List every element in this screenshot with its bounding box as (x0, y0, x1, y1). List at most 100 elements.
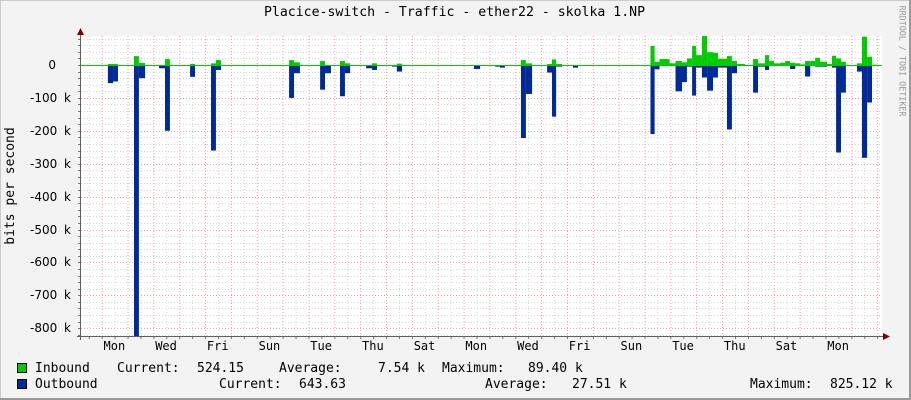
inbound-bar (692, 45, 696, 65)
outbound-bar (861, 65, 868, 158)
inbound-bar (525, 63, 533, 65)
outbound-bar (165, 65, 170, 131)
outbound-bar (159, 65, 166, 69)
outbound-bar (713, 65, 718, 78)
x-tick-label: Sat (413, 339, 436, 353)
inbound-bar (396, 63, 403, 65)
outbound-bar (372, 65, 377, 70)
inbound-bar (867, 56, 873, 65)
y-tick-label: -200 k (30, 123, 71, 138)
inbound-label: Inbound (35, 361, 90, 376)
inbound-average-value: 7.54 k (378, 361, 425, 376)
inbound-bar (713, 52, 718, 65)
inbound-bar (827, 64, 832, 65)
inbound-bar (769, 61, 775, 65)
y-tick-label: -600 k (30, 255, 71, 270)
inbound-bar (758, 63, 765, 65)
inbound-bar (790, 62, 796, 65)
outbound-color-swatch-icon (17, 379, 27, 389)
inbound-bar (138, 63, 146, 65)
inbound-bar (675, 61, 683, 65)
inbound-maximum-label: Maximum: (442, 361, 505, 376)
inbound-current-label: Current: (117, 361, 180, 376)
inbound-bar (857, 63, 862, 65)
outbound-bar (366, 65, 373, 69)
frame-border-top (0, 0, 911, 1)
outbound-average-value: 27.51 k (572, 377, 627, 392)
x-tick-label: Sat (775, 339, 798, 353)
inbound-bar (774, 63, 781, 65)
inbound-bar (669, 63, 676, 65)
outbound-bar (836, 65, 841, 153)
inbound-bar (686, 58, 693, 65)
inbound-bar (726, 56, 732, 65)
outbound-bar (525, 65, 533, 94)
outbound-bar (692, 65, 696, 96)
inbound-bar (805, 61, 811, 65)
outbound-bar (805, 65, 811, 77)
inbound-bar (165, 59, 170, 65)
inbound-bar (695, 55, 702, 65)
inbound-bar (650, 45, 655, 65)
outbound-bar (551, 65, 557, 117)
x-tick-label: Tue (672, 339, 694, 353)
inbound-bar (289, 60, 295, 65)
x-tick-label: Wed (517, 339, 539, 353)
outbound-current-label: Current: (219, 377, 282, 392)
x-tick-label: Sun (258, 339, 281, 353)
inbound-bar (764, 55, 770, 65)
outbound-bar (831, 65, 837, 68)
outbound-maximum-label: Maximum: (750, 377, 813, 392)
outbound-bar (344, 65, 351, 74)
outbound-bar (753, 65, 759, 93)
outbound-bar (211, 65, 216, 151)
outbound-bar (325, 65, 331, 74)
outbound-bar (520, 65, 526, 139)
x-tick-label: Thu (723, 339, 746, 353)
inbound-bar (810, 61, 816, 65)
frame-border-right (909, 0, 911, 400)
outbound-bar (500, 65, 505, 68)
inbound-bar (840, 61, 846, 65)
inbound-maximum-value: 89.40 k (528, 361, 583, 376)
inbound-bar (190, 64, 195, 65)
inbound-color-swatch-icon (17, 363, 27, 373)
inbound-bar (820, 61, 828, 65)
inbound-bar (372, 63, 377, 65)
outbound-bar (701, 65, 708, 78)
inbound-bar (133, 56, 139, 65)
outbound-bar (682, 65, 687, 83)
inbound-bar (717, 58, 727, 65)
inbound-bar (344, 63, 351, 65)
outbound-bar (572, 65, 579, 68)
outbound-bar (840, 65, 846, 93)
y-tick-label: -400 k (30, 189, 71, 204)
y-tick-label: -300 k (30, 156, 71, 171)
inbound-current-value: 524.15 (197, 361, 244, 376)
outbound-bar (867, 65, 873, 103)
x-tick-label: Mon (103, 339, 126, 353)
outbound-bar (650, 65, 655, 135)
outbound-bar (320, 65, 326, 90)
outbound-bar (289, 65, 295, 98)
outbound-bar (717, 65, 727, 68)
legend-inbound: Inbound Current: 524.15 Average: 7.54 k … (0, 361, 905, 377)
inbound-bar (753, 59, 759, 65)
inbound-average-label: Average: (279, 361, 342, 376)
outbound-bar (654, 65, 660, 70)
y-tick-label: -500 k (30, 222, 71, 237)
inbound-bar (654, 61, 660, 65)
x-tick-label: Fri (206, 339, 229, 353)
outbound-bar (790, 65, 796, 69)
outbound-bar (707, 65, 714, 91)
outbound-bar (294, 65, 300, 74)
outbound-bar (695, 65, 702, 68)
y-tick-label: 0 (48, 58, 56, 72)
inbound-bar (294, 62, 300, 65)
y-tick-label: -100 k (30, 90, 71, 105)
inbound-bar (707, 52, 714, 65)
frame-border-left (0, 0, 1, 400)
y-axis-arrow-icon (77, 28, 84, 35)
